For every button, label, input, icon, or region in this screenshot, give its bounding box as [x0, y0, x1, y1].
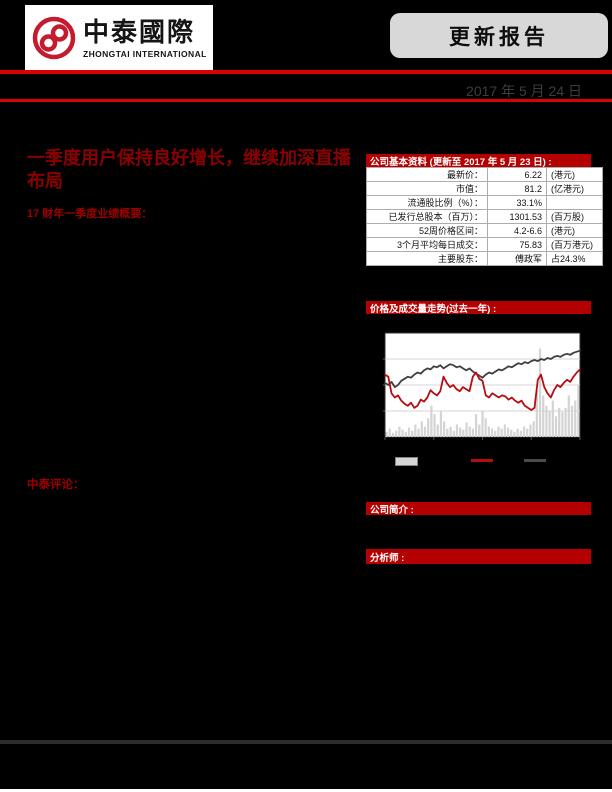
table-row: 最新价： 6.22 (港元) [366, 167, 603, 182]
price-volume-chart [383, 332, 581, 440]
report-title: 一季度用户保持良好增长，继续加深直播布局 [27, 148, 351, 191]
logo-name-cn: 中泰國際 [83, 16, 196, 47]
info-label: 52周价格区间： [366, 223, 488, 238]
volume-legend-swatch [395, 457, 418, 466]
info-unit: 占24.3% [546, 251, 603, 266]
info-label: 市值： [366, 181, 488, 196]
company-info-header: 公司基本资料 (更新至 2017 年 5 月 23 日) : [366, 154, 591, 168]
comment-heading: 中泰评论： [27, 479, 85, 491]
table-row: 流通股比例（%）： 33.1% [366, 195, 603, 210]
analyst-header: 分析师 : [366, 549, 591, 564]
info-value: 33.1% [487, 195, 547, 210]
logo-text: 中泰國際 ZHONGTAI INTERNATIONAL [83, 17, 207, 59]
info-value: 81.2 [487, 181, 547, 196]
info-unit: (百万股) [546, 209, 603, 224]
company-logo: 中泰國際 ZHONGTAI INTERNATIONAL [25, 5, 213, 70]
red-rule-bottom [0, 99, 612, 102]
report-type-badge: 更新报告 [390, 13, 608, 58]
info-value: 75.83 [487, 237, 547, 252]
zhongtai-logo-icon [32, 16, 76, 59]
table-row: 3个月平均每日成交： 75.83 (百万港元) [366, 237, 603, 252]
table-row: 市值： 81.2 (亿港元) [366, 181, 603, 196]
company-info-table: 最新价： 6.22 (港元) 市值： 81.2 (亿港元) 流通股比例（%）： … [366, 167, 603, 266]
results-heading: 17 财年一季度业绩概要： [27, 208, 153, 220]
info-value: 6.22 [487, 167, 547, 182]
info-label: 已发行总股本（百万）： [366, 209, 488, 224]
table-row: 52周价格区间： 4.2-6.6 (港元) [366, 223, 603, 238]
info-unit: (港元) [546, 167, 603, 182]
info-value: 4.2-6.6 [487, 223, 547, 238]
price-legend-swatch [471, 459, 493, 462]
info-unit [546, 195, 603, 210]
chart-legend [385, 456, 580, 468]
info-label: 3个月平均每日成交： [366, 237, 488, 252]
info-value: 1301.53 [487, 209, 547, 224]
price-chart-header: 价格及成交量走势(过去一年) : [366, 301, 591, 315]
info-unit: (港元) [546, 223, 603, 238]
logo-name-en: ZHONGTAI INTERNATIONAL [83, 48, 207, 59]
info-label: 最新价： [366, 167, 488, 182]
red-rule-top [0, 70, 612, 74]
info-label: 流通股比例（%）： [366, 195, 488, 210]
info-label: 主要股东： [366, 251, 488, 266]
company-profile-header: 公司简介 : [366, 502, 591, 516]
table-row: 主要股东： 傅政军 占24.3% [366, 251, 603, 266]
index-legend-swatch [524, 459, 546, 462]
report-date: 2017 年 5 月 24 日 [466, 83, 582, 99]
info-value: 傅政军 [487, 251, 547, 266]
footer-divider [0, 740, 612, 744]
page-bottom-margin [0, 789, 612, 792]
table-row: 已发行总股本（百万）： 1301.53 (百万股) [366, 209, 603, 224]
info-unit: (亿港元) [546, 181, 603, 196]
info-unit: (百万港元) [546, 237, 603, 252]
